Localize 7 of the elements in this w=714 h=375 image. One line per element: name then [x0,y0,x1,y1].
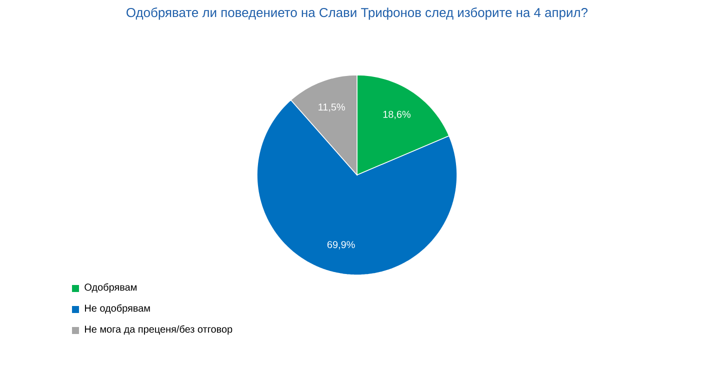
chart-title: Одобрявате ли поведението на Слави Трифонов след изборите на 4 април? [126,8,588,20]
data-label: 69,9% [327,241,355,250]
legend-label: Не мога да преценя/без отговор [85,325,232,335]
legend-label: Не одобрявам [85,304,150,314]
legend-label: Одобрявам [84,283,137,293]
data-label: 18,6% [383,110,411,120]
data-label: 11,5% [318,104,345,112]
